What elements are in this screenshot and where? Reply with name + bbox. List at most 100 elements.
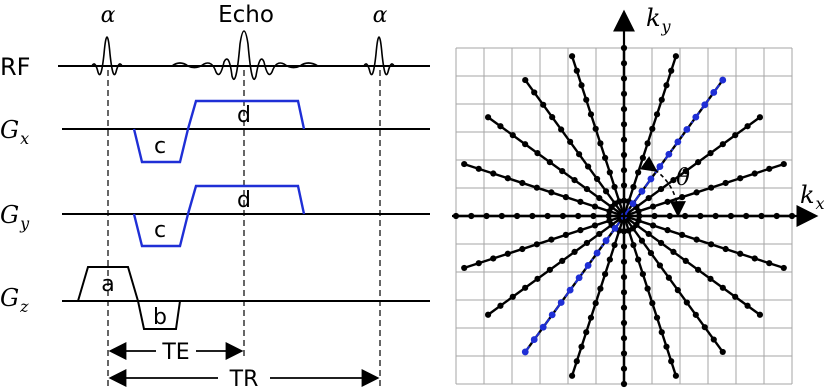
radial-spoke-sample-point [546, 159, 553, 166]
radial-spoke-sample-point [644, 140, 651, 147]
radial-spoke-sample-point [679, 231, 686, 238]
radial-spoke-sample-point [497, 123, 504, 130]
radial-spoke-sample-point [584, 163, 592, 170]
radial-spoke-sample-point [593, 175, 601, 183]
highlighted-radial-spoke-sample-point [530, 336, 538, 343]
radial-spoke-sample-point [708, 184, 715, 191]
highlighted-radial-spoke [524, 79, 724, 353]
radial-spoke-sample-point [587, 111, 595, 118]
radial-spoke-sample-point [683, 299, 690, 306]
gx-lobes [132, 99, 306, 164]
radial-spoke-sample-point [701, 324, 708, 331]
radial-spoke-sample-point [707, 150, 714, 157]
radial-spoke-sample-point [548, 189, 555, 196]
highlighted-radial-spoke-sample-point [710, 89, 718, 96]
radial-spoke-sample-point [679, 194, 686, 201]
gz-label: Gz [0, 284, 29, 316]
alpha-right-label: α [373, 3, 388, 28]
gy-lobe-d-label: d [237, 188, 251, 213]
radial-spoke-sample-point [649, 222, 657, 229]
radial-spoke-sample-point [658, 96, 665, 103]
radial-spoke-sample-point [475, 165, 482, 172]
gx-label-sub: x [20, 129, 29, 148]
radial-spoke-sample-point [509, 293, 516, 300]
radial-spoke-sample-point [578, 82, 585, 89]
gx-lobe-c [132, 128, 190, 164]
radial-spoke-sample-point [732, 293, 739, 300]
radial-spoke-sample-point [606, 169, 613, 176]
radial-spoke-sample-point [597, 285, 604, 292]
radial-spoke-sample-point [540, 101, 547, 108]
radial-spoke-sample-point [592, 300, 599, 307]
radial-spoke-sample-point [692, 311, 699, 318]
radial-spoke-sample-point [490, 170, 497, 177]
ky-label-sub: y [661, 17, 672, 36]
highlighted-radial-spoke-sample-point [629, 200, 637, 208]
radial-spoke-sample-point [577, 227, 584, 234]
highlighted-radial-spoke-sample-point [665, 150, 673, 158]
radial-spoke-sample-point [461, 160, 468, 168]
gy-label-sub: y [19, 214, 30, 233]
radial-spoke-sample-point [522, 141, 529, 148]
gx-label: Gx [0, 116, 29, 148]
radial-spoke-sample-point [653, 314, 661, 321]
radial-spoke-sample-point [606, 256, 613, 263]
radial-spoke-sample-point [592, 125, 599, 132]
echo-label: Echo [218, 2, 274, 28]
radial-spoke-sample-point [719, 284, 726, 291]
ky-label-main: k [646, 4, 661, 32]
radial-spoke-sample-point [737, 250, 744, 257]
radial-spoke-sample-point [674, 287, 681, 294]
highlighted-radial-spoke-sample-point [539, 323, 547, 331]
radial-spoke-sample-point [630, 241, 637, 249]
radial-spoke-sample-point [668, 67, 675, 74]
radial-spoke-sample-point [751, 170, 758, 177]
kx-label-sub: x [816, 194, 824, 213]
gz-lobes [77, 266, 181, 330]
radial-spoke-sample-point [531, 89, 538, 96]
radial-spoke-sample-point [635, 169, 642, 176]
radial-spoke-sample-point [546, 266, 553, 273]
radial-spoke-sample-point [583, 185, 591, 193]
radial-spoke-sample-point [638, 237, 646, 244]
radial-spoke-sample-point [682, 257, 689, 264]
radial-spoke-sample-point [665, 274, 672, 281]
radial-spoke-sample-point [583, 96, 590, 103]
radial-spoke-sample-point [611, 183, 618, 191]
radial-spoke-sample-point [644, 285, 651, 292]
radial-spoke-sample-point [766, 260, 773, 267]
radial-spoke-sample-point [571, 248, 578, 256]
radial-spoke-sample-point [744, 123, 751, 130]
radial-spoke-sample-point [695, 159, 702, 166]
radial-spoke-sample-point [658, 329, 665, 336]
gx-lobe-c-label: c [154, 134, 166, 159]
radial-spoke-sample-point [639, 154, 646, 161]
radial-spoke-sample-point [656, 262, 664, 269]
radial-spoke-sample-point [596, 230, 603, 238]
radial-spoke-sample-point [577, 198, 584, 205]
highlighted-radial-spoke-sample-point [566, 286, 574, 294]
radial-spoke-sample-point [484, 114, 492, 121]
gz-lobe-a-label: a [101, 272, 114, 297]
radial-spoke-sample-point [647, 249, 655, 257]
radial-spoke-sample-point [497, 302, 504, 309]
radial-spoke-sample-point [672, 372, 680, 379]
radial-spoke-sample-point [549, 114, 556, 121]
radial-spoke-sample-point [722, 245, 729, 253]
highlighted-radial-spoke-sample-point [647, 175, 655, 183]
radial-spoke-sample-point [484, 311, 492, 318]
highlighted-radial-spoke-sample-point [611, 224, 619, 232]
radial-spoke-sample-point [571, 176, 578, 184]
radial-spoke-sample-point [533, 184, 540, 191]
radial-spoke-sample-point [602, 188, 610, 195]
radial-spoke-sample-point [562, 231, 569, 238]
radial-spoke-sample-point [591, 222, 599, 229]
radial-spoke-sample-point [744, 302, 751, 309]
highlighted-radial-spoke-sample-point [683, 126, 691, 133]
radial-spoke-sample-point [693, 236, 700, 243]
highlighted-radial-spoke-sample-point [575, 274, 583, 282]
radial-spoke-sample-point [766, 165, 773, 172]
gy-label-main: G [0, 201, 19, 229]
radial-spoke-sample-point [635, 217, 642, 224]
radial-spoke-sample-point [710, 336, 717, 343]
